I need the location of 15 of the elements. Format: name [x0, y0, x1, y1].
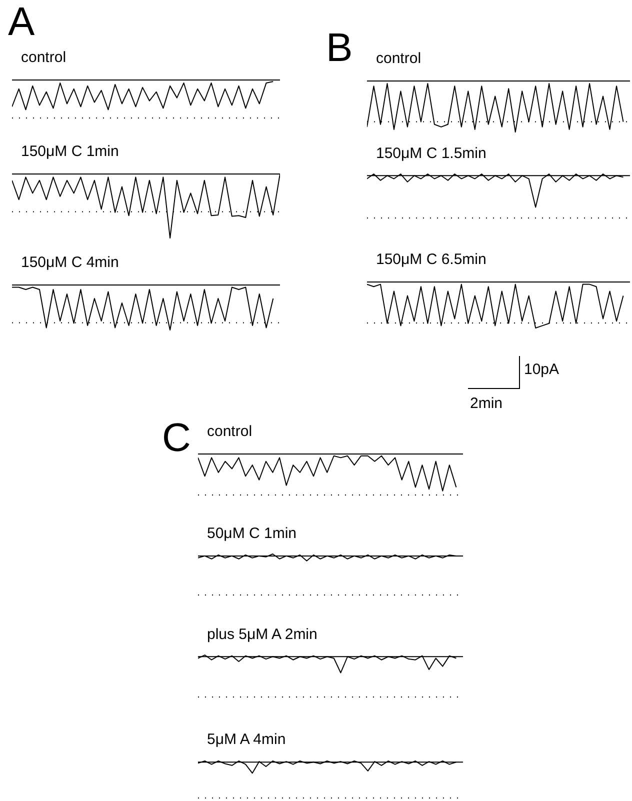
chart-title: plus 5μM A 2min — [207, 626, 318, 643]
chart-title: 5μM A 4min — [207, 731, 286, 748]
chart-title: 50μM C 1min — [207, 525, 297, 542]
text: 2min — [470, 395, 503, 412]
chart-title: control — [21, 49, 66, 66]
chart-title: 150μM C 6.5min — [376, 251, 486, 268]
chart-title: 150μM C 1.5min — [376, 145, 486, 162]
chart-title: control — [207, 423, 252, 440]
chart-title: 150μM C 4min — [21, 254, 119, 271]
text: 10pA — [524, 361, 560, 378]
text: B — [326, 26, 353, 70]
chart-title: 150μM C 1min — [21, 143, 119, 160]
text: C — [162, 416, 191, 460]
chart-title: control — [376, 50, 422, 67]
text: A — [8, 0, 35, 44]
